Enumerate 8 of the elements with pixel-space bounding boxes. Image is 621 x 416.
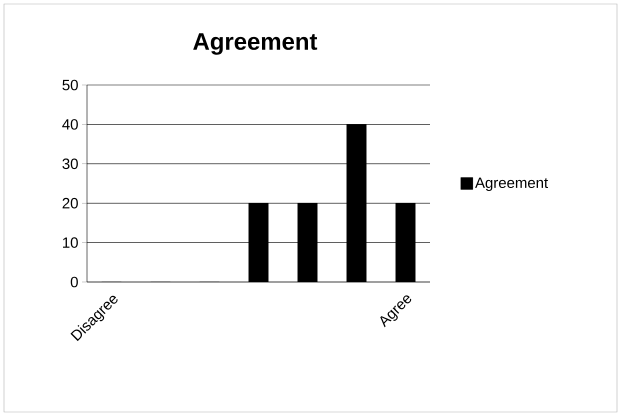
y-tick-label: 50 [62, 80, 78, 90]
y-tick-label: 10 [63, 237, 78, 248]
chart-title: Agreement [193, 33, 318, 55]
y-tick-label: 30 [62, 158, 78, 170]
y-tick-label: 20 [62, 198, 78, 208]
y-tick-label: 40 [62, 119, 78, 130]
legend-label: Agreement [475, 178, 548, 191]
y-tick-label: 0 [70, 276, 78, 288]
